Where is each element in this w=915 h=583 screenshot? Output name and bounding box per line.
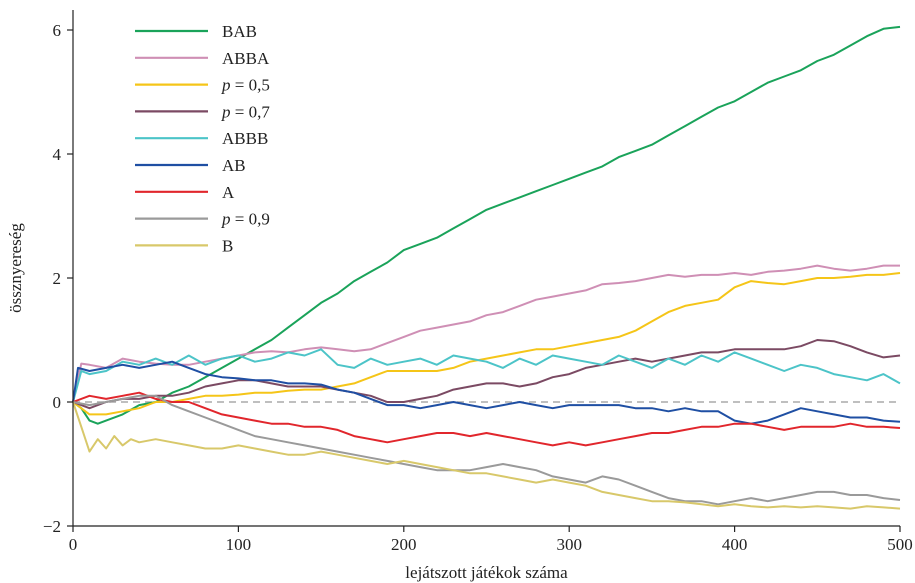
series-line-1 bbox=[72, 25, 901, 425]
legend: BAB ABBA p = 0,5 p = 0,7 ABBB AB Ap = 0,9 B bbox=[135, 22, 270, 255]
legend-label: ABBA bbox=[222, 49, 270, 68]
legend-label: B bbox=[222, 236, 233, 255]
series-line-5 bbox=[72, 348, 901, 403]
x-tick-label: 400 bbox=[722, 535, 748, 554]
series-line-7 bbox=[72, 391, 901, 447]
series-line-8 bbox=[72, 394, 901, 506]
series-line-4 bbox=[72, 339, 901, 410]
legend-label: p = 0,7 bbox=[221, 102, 270, 121]
x-axis-title: lejátszott játékok száma bbox=[405, 563, 568, 582]
series-line-3 bbox=[72, 272, 901, 416]
x-tick-label: 200 bbox=[391, 535, 417, 554]
y-axis-ticks: −2 0 2 4 6 bbox=[43, 21, 73, 536]
series-line-2 bbox=[72, 264, 900, 403]
y-tick-label: −2 bbox=[43, 517, 61, 536]
x-tick-label: 500 bbox=[887, 535, 913, 554]
y-axis-title: össznyereség bbox=[6, 223, 25, 313]
legend-label: A bbox=[222, 183, 235, 202]
legend-label: ABBB bbox=[222, 129, 268, 148]
legend-label: p = 0,9 bbox=[221, 210, 270, 229]
legend-label: AB bbox=[222, 156, 246, 175]
series-line-9 bbox=[72, 401, 901, 510]
plot-area bbox=[72, 25, 901, 510]
y-tick-label: 4 bbox=[53, 145, 62, 164]
y-tick-label: 0 bbox=[53, 393, 62, 412]
x-tick-label: 300 bbox=[556, 535, 582, 554]
y-tick-label: 6 bbox=[53, 21, 62, 40]
y-tick-label: 2 bbox=[53, 269, 62, 288]
legend-label: BAB bbox=[222, 22, 257, 41]
series-line-6 bbox=[72, 360, 901, 425]
x-axis-ticks: 0 100 200 300 400 500 bbox=[69, 526, 913, 554]
x-tick-label: 100 bbox=[226, 535, 252, 554]
x-tick-label: 0 bbox=[69, 535, 78, 554]
legend-label: p = 0,5 bbox=[221, 76, 270, 95]
